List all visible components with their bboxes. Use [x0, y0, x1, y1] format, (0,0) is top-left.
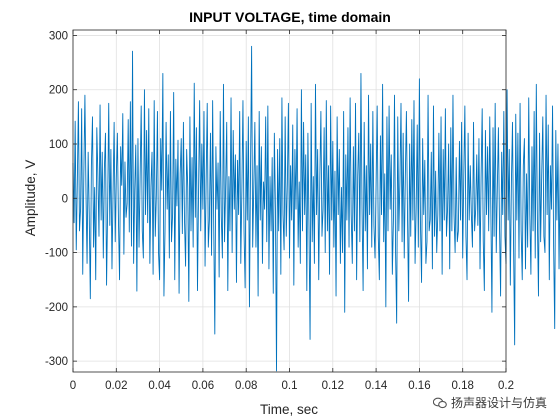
watermark-text: 扬声器设计与仿真 — [450, 396, 547, 410]
y-tick-label: 100 — [49, 139, 68, 151]
x-axis-label: Time, sec — [260, 402, 318, 417]
y-tick-label: -300 — [45, 356, 68, 368]
y-tick-label: -200 — [45, 302, 68, 314]
y-tick-label: 300 — [49, 30, 68, 42]
x-tick-label: 0.16 — [408, 380, 430, 392]
x-tick-label: 0.14 — [365, 380, 388, 392]
chart-title: INPUT VOLTAGE, time domain — [189, 9, 391, 25]
x-tick-label: 0.12 — [322, 380, 344, 392]
x-tick-label: 0.2 — [498, 380, 514, 392]
speech-bubble-icon — [432, 397, 447, 408]
x-tick-label: 0.08 — [235, 380, 257, 392]
watermark: 扬声器设计与仿真 — [428, 393, 550, 412]
y-tick-label: -100 — [45, 248, 68, 260]
x-tick-label: 0 — [70, 380, 76, 392]
x-tick-label: 0.04 — [148, 380, 171, 392]
x-tick-label: 0.06 — [192, 380, 214, 392]
y-tick-label: 0 — [62, 193, 68, 205]
x-tick-label: 0.1 — [282, 380, 298, 392]
x-tick-label: 0.02 — [105, 380, 127, 392]
y-tick-label: 200 — [49, 85, 68, 97]
axis-ticks: 0 0.02 0.04 0.06 0.08 0.1 0.12 0.14 0.16 0.18 0.2 -… — [45, 30, 514, 392]
x-tick-label: 0.18 — [452, 380, 474, 392]
y-axis-label: Amplitude, V — [23, 160, 38, 237]
